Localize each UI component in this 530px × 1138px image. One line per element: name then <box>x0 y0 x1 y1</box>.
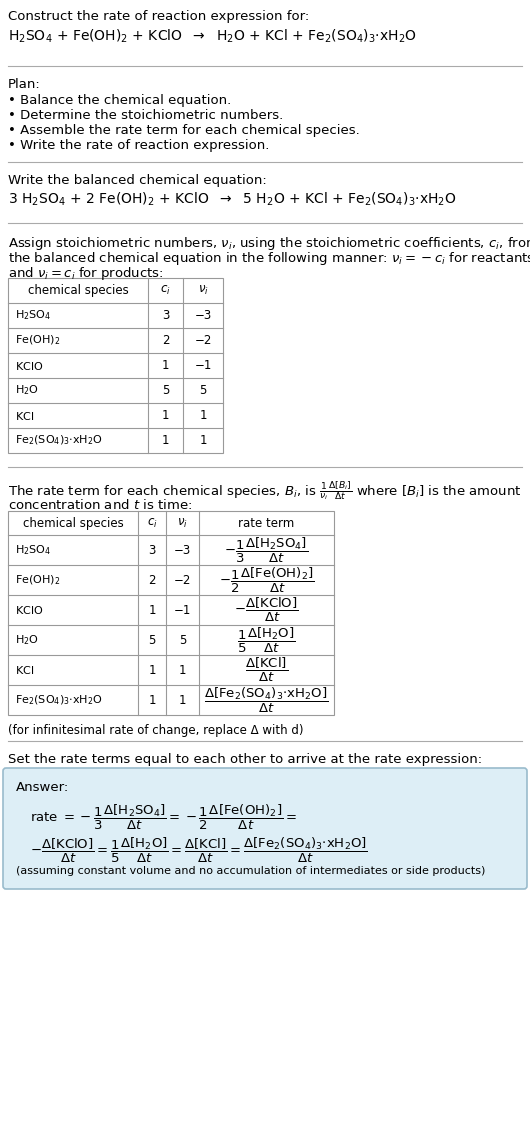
Text: and $\nu_i = c_i$ for products:: and $\nu_i = c_i$ for products: <box>8 265 164 282</box>
Text: $\mathregular{Fe(OH)_2}$: $\mathregular{Fe(OH)_2}$ <box>15 574 60 587</box>
Text: rate $= -\dfrac{1}{3}\dfrac{\Delta[\mathregular{H_2SO_4}]}{\Delta t} = -\dfrac{1: rate $= -\dfrac{1}{3}\dfrac{\Delta[\math… <box>30 803 297 832</box>
Text: $\mathregular{KCl}$: $\mathregular{KCl}$ <box>15 663 34 676</box>
Text: $\mathregular{Fe_2(SO_4)_3{\cdot}xH_2O}$: $\mathregular{Fe_2(SO_4)_3{\cdot}xH_2O}$ <box>15 693 103 707</box>
Text: $\nu_i$: $\nu_i$ <box>177 517 188 529</box>
Text: 1: 1 <box>179 663 186 676</box>
Text: 1: 1 <box>162 434 169 447</box>
Text: 1: 1 <box>148 693 156 707</box>
Text: 2: 2 <box>148 574 156 586</box>
Text: 1: 1 <box>162 409 169 422</box>
Text: $c_i$: $c_i$ <box>147 517 157 529</box>
Text: • Assemble the rate term for each chemical species.: • Assemble the rate term for each chemic… <box>8 124 360 137</box>
Text: 5: 5 <box>199 384 207 397</box>
Bar <box>8 278 223 453</box>
Text: 1: 1 <box>148 603 156 617</box>
Text: 2: 2 <box>162 333 169 347</box>
Text: The rate term for each chemical species, $B_i$, is $\frac{1}{\nu_i}\frac{\Delta[: The rate term for each chemical species,… <box>8 479 522 502</box>
Text: $\mathregular{H_2O}$: $\mathregular{H_2O}$ <box>15 384 39 397</box>
Text: Plan:: Plan: <box>8 79 41 91</box>
Text: rate term: rate term <box>238 517 295 529</box>
Text: the balanced chemical equation in the following manner: $\nu_i = -c_i$ for react: the balanced chemical equation in the fo… <box>8 250 530 267</box>
Bar <box>8 511 334 715</box>
Text: −2: −2 <box>174 574 191 586</box>
Text: $\mathregular{H_2O}$: $\mathregular{H_2O}$ <box>15 633 39 646</box>
Text: (for infinitesimal rate of change, replace Δ with d): (for infinitesimal rate of change, repla… <box>8 724 304 737</box>
Text: • Write the rate of reaction expression.: • Write the rate of reaction expression. <box>8 139 269 152</box>
Text: $\mathregular{KClO}$: $\mathregular{KClO}$ <box>15 360 43 371</box>
Text: −2: −2 <box>195 333 211 347</box>
Text: −3: −3 <box>195 310 211 322</box>
Text: Set the rate terms equal to each other to arrive at the rate expression:: Set the rate terms equal to each other t… <box>8 753 482 766</box>
Text: $\mathregular{H_2SO_4}$ + $\mathregular{Fe(OH)_2}$ + KClO  $\rightarrow$  $\math: $\mathregular{H_2SO_4}$ + $\mathregular{… <box>8 28 417 46</box>
Text: −3: −3 <box>174 544 191 556</box>
Text: $-\dfrac{\Delta[\mathregular{KClO}]}{\Delta t}$: $-\dfrac{\Delta[\mathregular{KClO}]}{\De… <box>234 596 299 624</box>
Text: 5: 5 <box>148 634 156 646</box>
Text: 1: 1 <box>162 358 169 372</box>
Text: concentration and $t$ is time:: concentration and $t$ is time: <box>8 498 192 512</box>
Text: $c_i$: $c_i$ <box>160 284 171 297</box>
Text: 3: 3 <box>162 310 169 322</box>
Text: $\nu_i$: $\nu_i$ <box>198 284 208 297</box>
Text: Answer:: Answer: <box>16 781 69 794</box>
Text: 5: 5 <box>179 634 186 646</box>
Text: $-\dfrac{1}{3}\dfrac{\Delta[\mathregular{H_2SO_4}]}{\Delta t}$: $-\dfrac{1}{3}\dfrac{\Delta[\mathregular… <box>224 535 308 564</box>
Text: $-\dfrac{1}{2}\dfrac{\Delta[\mathregular{Fe(OH)_2}]}{\Delta t}$: $-\dfrac{1}{2}\dfrac{\Delta[\mathregular… <box>219 566 314 595</box>
Text: 3: 3 <box>148 544 156 556</box>
FancyBboxPatch shape <box>3 768 527 889</box>
Text: $\mathregular{Fe_2(SO_4)_3{\cdot}xH_2O}$: $\mathregular{Fe_2(SO_4)_3{\cdot}xH_2O}$ <box>15 434 103 447</box>
Text: Construct the rate of reaction expression for:: Construct the rate of reaction expressio… <box>8 10 309 23</box>
Text: $\mathregular{H_2SO_4}$: $\mathregular{H_2SO_4}$ <box>15 308 51 322</box>
Text: 5: 5 <box>162 384 169 397</box>
Text: $-\dfrac{\Delta[\mathregular{KClO}]}{\Delta t} = \dfrac{1}{5}\dfrac{\Delta[\math: $-\dfrac{\Delta[\mathregular{KClO}]}{\De… <box>30 836 368 865</box>
Text: chemical species: chemical species <box>28 284 128 297</box>
Text: $\dfrac{\Delta[\mathregular{KCl}]}{\Delta t}$: $\dfrac{\Delta[\mathregular{KCl}]}{\Delt… <box>245 655 288 684</box>
Text: −1: −1 <box>174 603 191 617</box>
Text: 1: 1 <box>148 663 156 676</box>
Text: (assuming constant volume and no accumulation of intermediates or side products): (assuming constant volume and no accumul… <box>16 866 485 876</box>
Text: • Balance the chemical equation.: • Balance the chemical equation. <box>8 94 231 107</box>
Text: Write the balanced chemical equation:: Write the balanced chemical equation: <box>8 174 267 187</box>
Text: $\mathregular{H_2SO_4}$: $\mathregular{H_2SO_4}$ <box>15 543 51 556</box>
Text: $\dfrac{\Delta[\mathregular{Fe_2(SO_4)_3{\cdot}xH_2O}]}{\Delta t}$: $\dfrac{\Delta[\mathregular{Fe_2(SO_4)_3… <box>205 685 329 715</box>
Text: 1: 1 <box>199 409 207 422</box>
Text: $\mathregular{KCl}$: $\mathregular{KCl}$ <box>15 410 34 421</box>
Text: $\dfrac{1}{5}\dfrac{\Delta[\mathregular{H_2O}]}{\Delta t}$: $\dfrac{1}{5}\dfrac{\Delta[\mathregular{… <box>237 626 296 654</box>
Text: $\mathregular{KClO}$: $\mathregular{KClO}$ <box>15 604 43 616</box>
Text: 3 $\mathregular{H_2SO_4}$ + 2 $\mathregular{Fe(OH)_2}$ + KClO  $\rightarrow$  5 : 3 $\mathregular{H_2SO_4}$ + 2 $\mathregu… <box>8 191 457 208</box>
Text: 1: 1 <box>179 693 186 707</box>
Text: 1: 1 <box>199 434 207 447</box>
Text: chemical species: chemical species <box>23 517 123 529</box>
Text: Assign stoichiometric numbers, $\nu_i$, using the stoichiometric coefficients, $: Assign stoichiometric numbers, $\nu_i$, … <box>8 236 530 251</box>
Text: −1: −1 <box>195 358 211 372</box>
Text: • Determine the stoichiometric numbers.: • Determine the stoichiometric numbers. <box>8 109 283 122</box>
Text: $\mathregular{Fe(OH)_2}$: $\mathregular{Fe(OH)_2}$ <box>15 333 60 347</box>
